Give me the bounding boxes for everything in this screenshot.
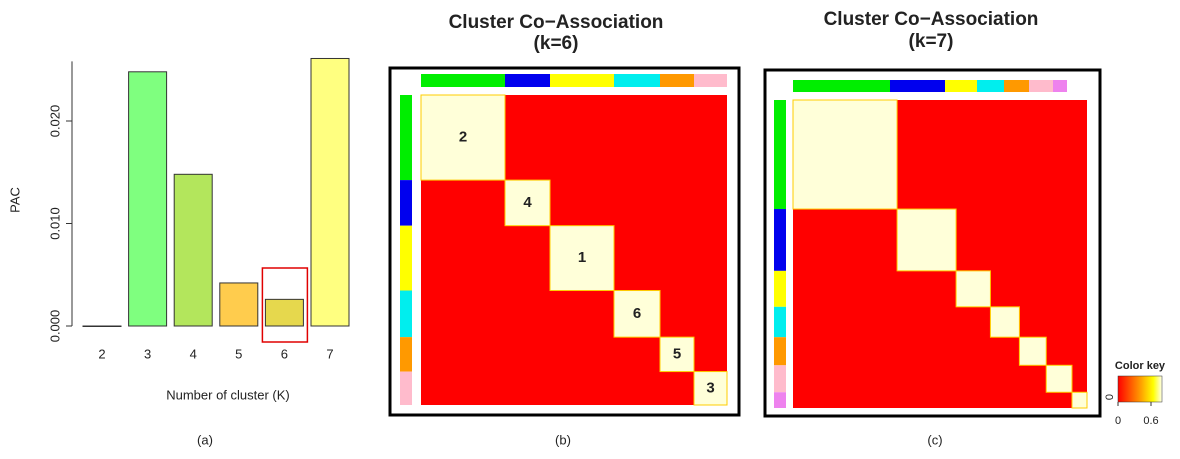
color-key-title: Color key: [1115, 360, 1166, 372]
diagonal-block: [989, 306, 1020, 338]
chart-subtitle: (k=7): [909, 31, 954, 52]
left-cluster-bar: [400, 371, 412, 405]
top-cluster-bar: [614, 74, 660, 87]
diagonal-block: [1018, 336, 1047, 366]
diagonal-block: [1045, 364, 1073, 393]
block-label: 4: [523, 194, 532, 211]
diagonal-block: [659, 336, 695, 373]
bar: [264, 298, 304, 327]
color-key-count-tick: 0: [1104, 394, 1116, 400]
chart-title: Cluster Co−Association: [449, 12, 664, 33]
diagonal-block: [1071, 391, 1088, 409]
top-cluster-bar: [1029, 80, 1053, 92]
x-tick-label: 4: [190, 346, 197, 361]
left-cluster-bar: [774, 270, 786, 307]
diagonal-block: [420, 94, 506, 181]
x-tick-label: 6: [281, 346, 288, 361]
left-cluster-bar: [774, 392, 786, 408]
left-cluster-bar: [400, 337, 412, 372]
left-cluster-bar: [774, 306, 786, 338]
y-tick-label: 0.000: [47, 310, 62, 343]
top-cluster-bar: [977, 80, 1004, 92]
x-tick-label: 3: [144, 346, 151, 361]
top-cluster-bar: [550, 74, 614, 87]
caption: (b): [555, 432, 571, 447]
left-cluster-bar: [400, 180, 412, 226]
top-cluster-bar: [890, 80, 945, 92]
bar: [82, 325, 122, 327]
chart-title: Cluster Co−Association: [824, 9, 1039, 30]
chart-subtitle: (k=6): [534, 33, 579, 54]
bar: [219, 282, 259, 327]
diagonal-block: [955, 270, 991, 308]
diagonal-block: [549, 225, 615, 292]
top-cluster-bar: [660, 74, 694, 87]
top-cluster-bar: [1053, 80, 1067, 92]
block-label: 5: [673, 345, 681, 362]
diagonal-block: [896, 208, 957, 272]
x-tick-label: 2: [98, 346, 105, 361]
block-label: 1: [578, 249, 586, 266]
top-cluster-bar: [505, 74, 550, 87]
left-cluster-bar: [400, 95, 412, 181]
color-key-tick-label: 0.6: [1143, 415, 1158, 427]
x-axis-label: Number of cluster (K): [166, 387, 290, 402]
diagonal-block: [613, 290, 661, 338]
x-tick-label: 7: [326, 346, 333, 361]
x-tick-label: 5: [235, 346, 242, 361]
block-label: 2: [459, 129, 467, 146]
left-cluster-bar: [774, 337, 786, 366]
top-cluster-bar: [793, 80, 890, 92]
top-cluster-bar: [945, 80, 977, 92]
block-label: 6: [633, 305, 641, 322]
left-cluster-bar: [400, 225, 412, 291]
bar: [310, 57, 350, 327]
top-cluster-bar: [694, 74, 727, 87]
bar: [173, 173, 213, 327]
y-tick-label: 0.020: [47, 105, 62, 138]
color-key-gradient: [1117, 375, 1163, 403]
top-cluster-bar: [421, 74, 505, 87]
left-cluster-bar: [774, 209, 786, 271]
y-axis-label: PAC: [7, 187, 22, 213]
block-label: 3: [706, 379, 714, 396]
diagonal-block: [693, 371, 728, 406]
diagonal-block: [504, 179, 551, 227]
bar: [128, 71, 168, 327]
left-cluster-bar: [774, 100, 786, 210]
left-cluster-bar: [774, 365, 786, 393]
caption: (a): [197, 432, 213, 447]
left-cluster-bar: [400, 290, 412, 338]
diagonal-block: [792, 99, 898, 210]
y-tick-label: 0.010: [47, 207, 62, 240]
caption: (c): [927, 432, 942, 447]
highlight-box: [261, 267, 309, 343]
top-cluster-bar: [1004, 80, 1029, 92]
color-key-tick-label: 0: [1115, 415, 1121, 427]
